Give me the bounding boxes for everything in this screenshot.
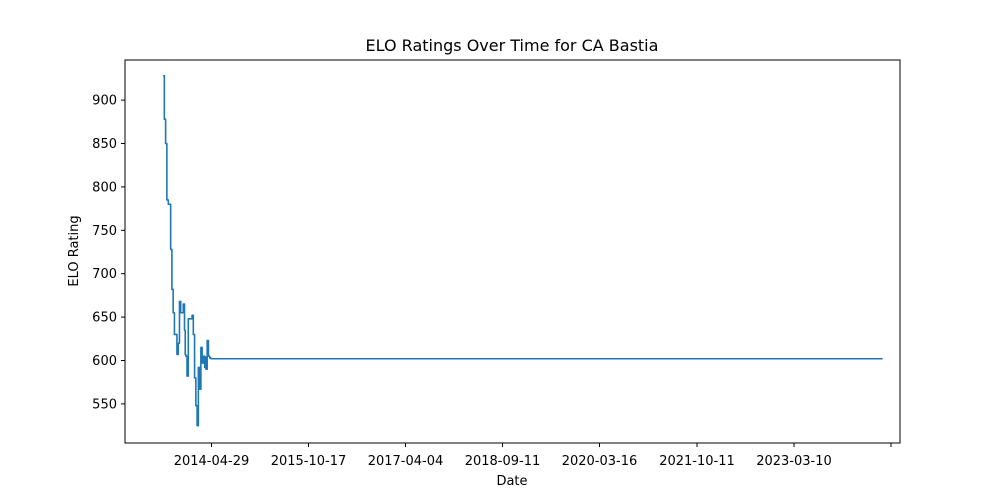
x-axis: 2014-04-29 2015-10-17 2017-04-04 2018-09-11…: [174, 443, 892, 469]
x-tick-label: 2015-10-17: [271, 454, 347, 469]
x-tick-label: 2021-10-11: [659, 454, 735, 469]
chart-title: ELO Ratings Over Time for CA Bastia: [366, 36, 659, 55]
x-tick-label: 2014-04-29: [174, 454, 250, 469]
x-tick-label: 2017-04-04: [368, 454, 444, 469]
y-tick-label: 650: [92, 311, 117, 326]
series-line: [163, 75, 883, 427]
x-axis-label: Date: [496, 474, 527, 489]
y-tick-label: 850: [92, 137, 117, 152]
plot-area: [163, 75, 883, 427]
y-tick-label: 800: [92, 180, 117, 195]
y-tick-label: 550: [92, 397, 117, 412]
y-tick-label: 600: [92, 354, 117, 369]
axes-frame: [124, 59, 901, 444]
x-tick-label: 2023-03-10: [756, 454, 832, 469]
y-axis-label: ELO Rating: [67, 215, 82, 286]
y-tick-label: 900: [92, 94, 117, 109]
y-axis: 550 600 650 700 750 800 850 900: [92, 94, 125, 412]
x-tick-label: 2018-09-11: [465, 454, 541, 469]
x-tick-label: 2020-03-16: [562, 454, 638, 469]
y-tick-label: 700: [92, 267, 117, 282]
y-tick-label: 750: [92, 224, 117, 239]
